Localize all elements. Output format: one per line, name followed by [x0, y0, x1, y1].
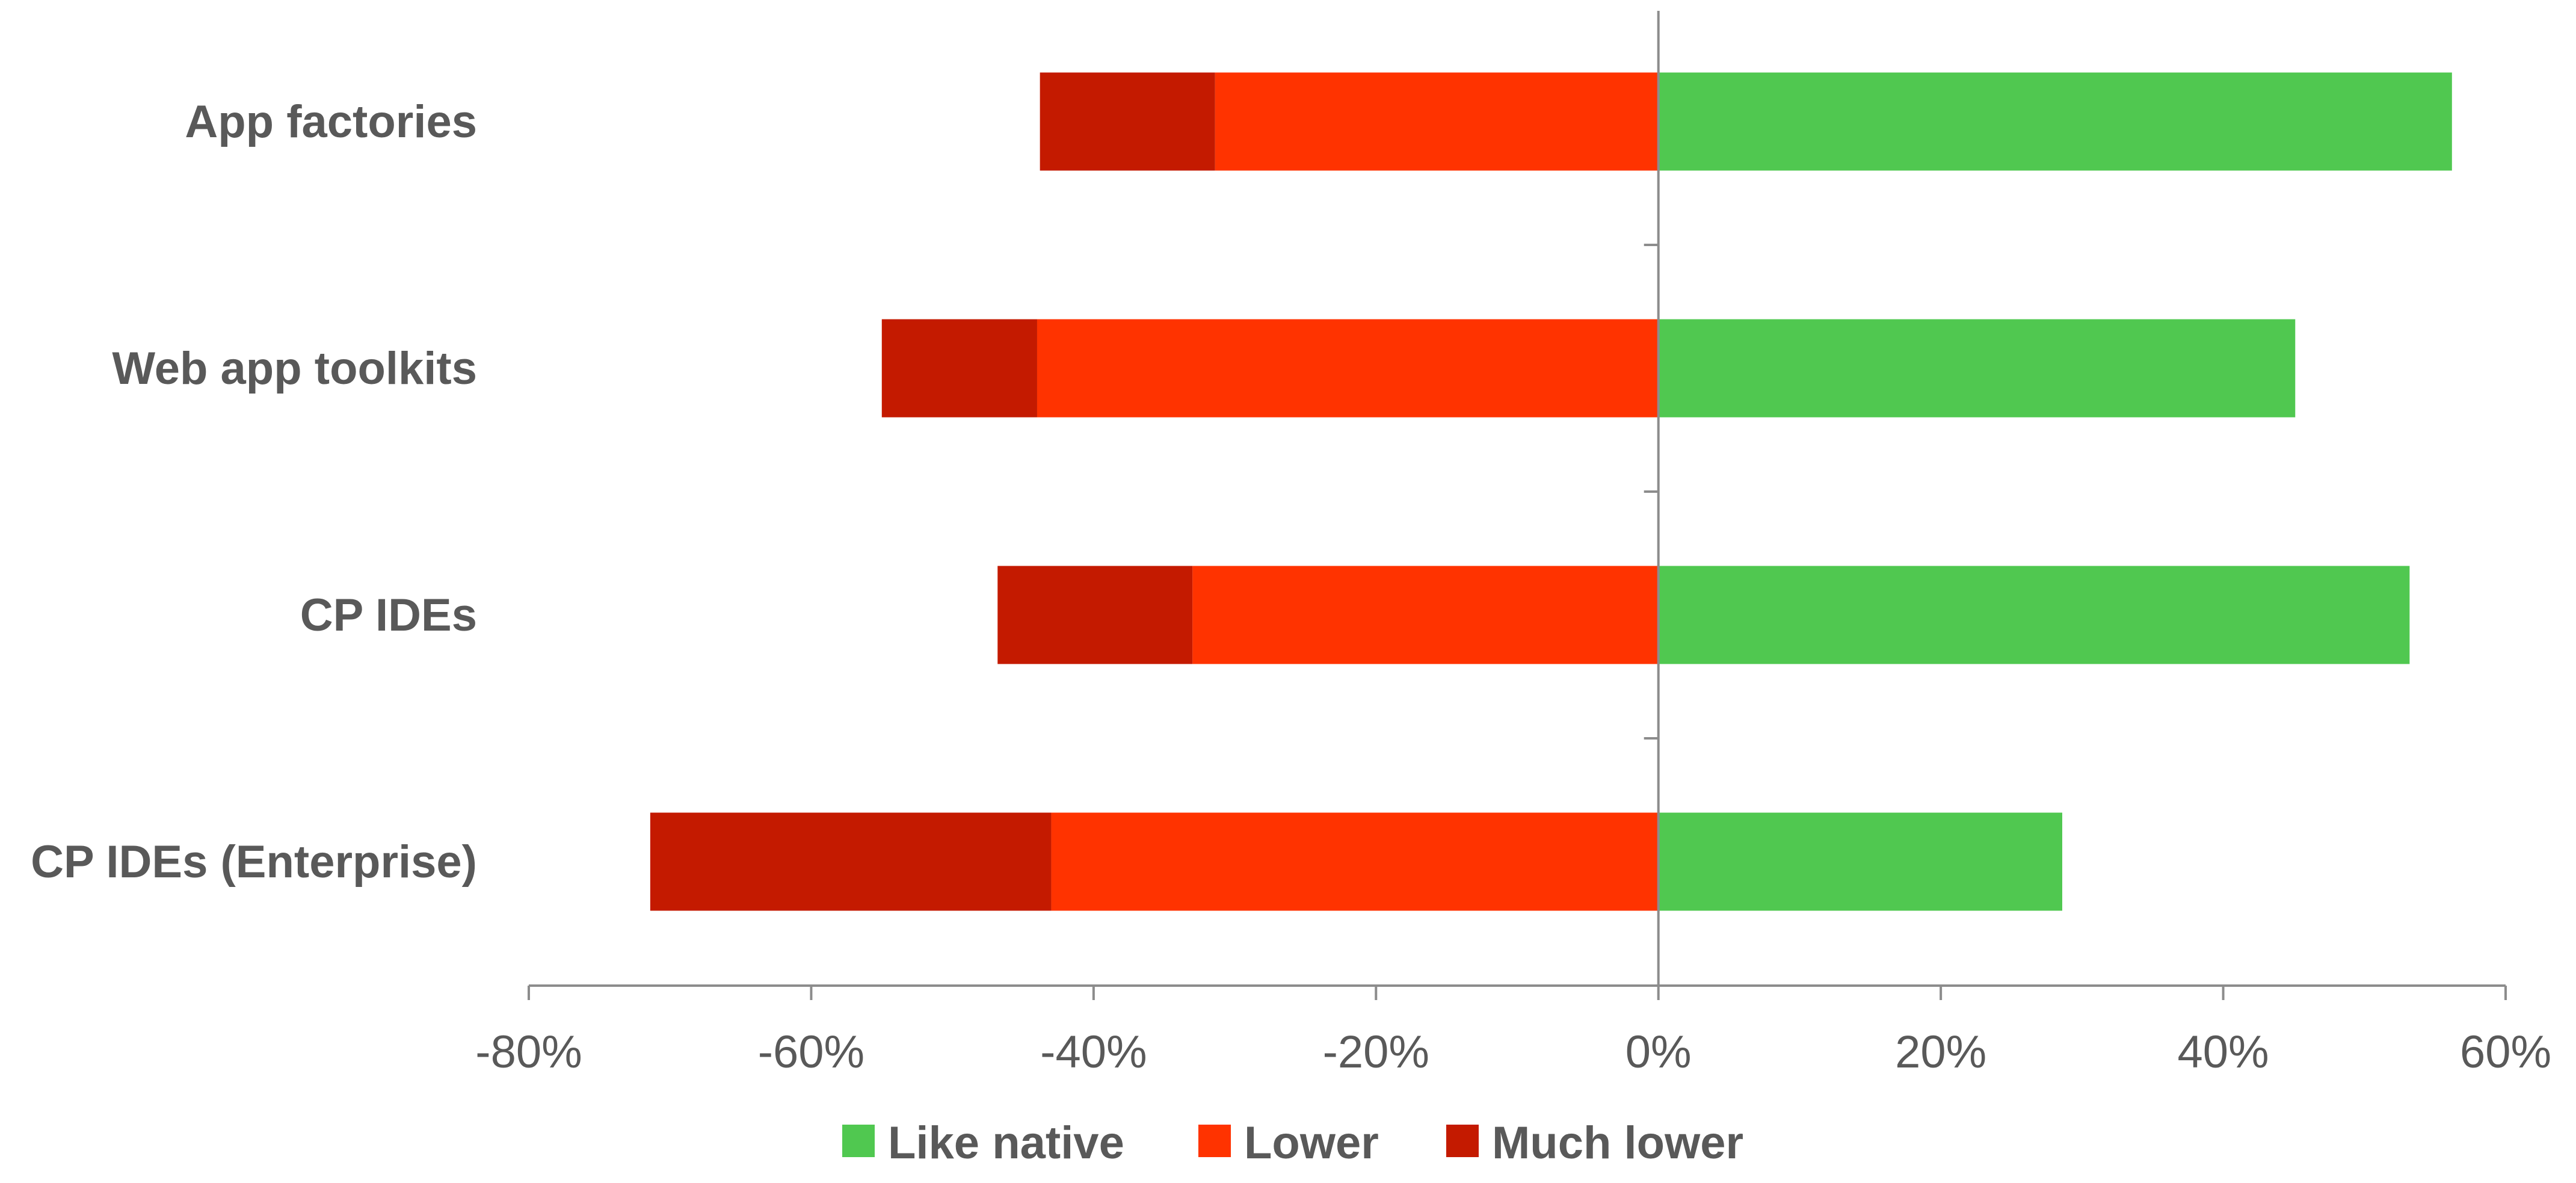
- category-label: CP IDEs (Enterprise): [31, 836, 477, 888]
- bar-like-native-cp-ides-enterprise: [1658, 812, 2062, 911]
- bar-much-lower-cp-ides: [997, 566, 1193, 664]
- legend-label-much-lower: Much lower: [1492, 1117, 1743, 1169]
- legend-label-like-native: Like native: [888, 1117, 1124, 1169]
- legend-label-lower: Lower: [1244, 1117, 1379, 1169]
- x-tick-label: 60%: [2460, 1027, 2551, 1078]
- bar-much-lower-app-factories: [1040, 72, 1215, 171]
- bar-lower-cp-ides: [1192, 566, 1659, 664]
- x-tick-label: 40%: [2178, 1027, 2269, 1078]
- x-tick-label: -40%: [1040, 1027, 1147, 1078]
- x-tick-label: -60%: [758, 1027, 864, 1078]
- bars-layer: [650, 72, 2452, 911]
- legend-swatch-lower: [1198, 1125, 1231, 1157]
- axis-layer: -80% -60% -40% -20% 0% 20% 40% 60%: [475, 11, 2551, 1078]
- legend: Like native Lower Much lower: [842, 1117, 1743, 1169]
- bar-lower-web-app-toolkits: [1037, 319, 1659, 418]
- bar-like-native-cp-ides: [1658, 566, 2410, 664]
- bar-like-native-web-app-toolkits: [1658, 319, 2296, 418]
- x-tick-label: -20%: [1323, 1027, 1429, 1078]
- category-label: App factories: [185, 96, 477, 147]
- bar-like-native-app-factories: [1658, 72, 2452, 171]
- bar-much-lower-cp-ides-enterprise: [650, 812, 1052, 911]
- x-tick-label: 20%: [1895, 1027, 1986, 1078]
- bar-much-lower-web-app-toolkits: [881, 319, 1037, 418]
- bar-lower-cp-ides-enterprise: [1051, 812, 1659, 911]
- legend-swatch-like-native: [842, 1125, 875, 1157]
- category-labels: App factories Web app toolkits CP IDEs CP I…: [31, 96, 477, 888]
- category-label: Web app toolkits: [112, 343, 477, 394]
- x-tick-label: 0%: [1625, 1027, 1692, 1078]
- x-tick-label: -80%: [475, 1027, 582, 1078]
- legend-swatch-much-lower: [1446, 1125, 1479, 1157]
- category-label: CP IDEs: [300, 590, 477, 641]
- bar-lower-app-factories: [1215, 72, 1659, 171]
